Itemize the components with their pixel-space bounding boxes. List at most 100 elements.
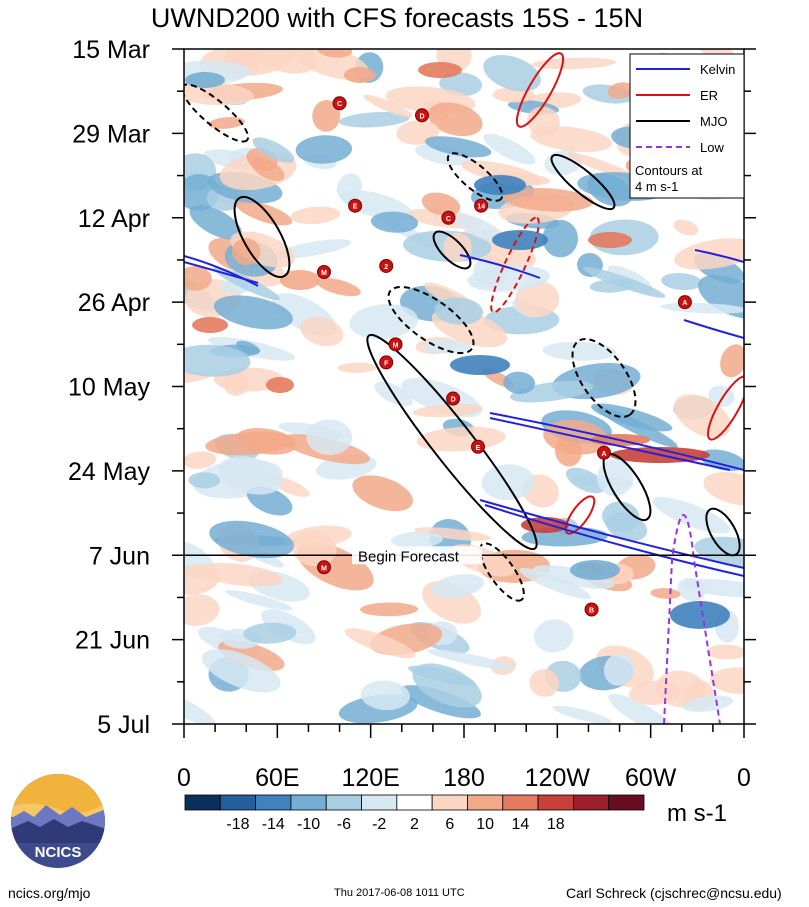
colorbar-tick-label: -2 [372,816,386,833]
anomaly-patch [218,456,283,495]
cyclone-marker: 14 [474,198,489,213]
y-tick-label: 5 Jul [97,711,150,739]
cyclone-label: A [682,300,687,307]
mjo-contour [366,333,538,551]
cyclone-label: A [601,451,606,458]
cyclone-marker: B [584,602,599,617]
legend-note: 4 m s-1 [635,179,678,194]
anomaly-core [192,317,228,333]
colorbar-swatch [361,794,398,811]
wave-contours [184,52,744,724]
forecast-label-bg [352,546,482,565]
anomaly-patch [602,501,640,533]
mjo-contour [550,153,616,211]
anomaly-patch [352,475,413,512]
anomaly-patch [529,669,560,697]
mjo-contour [184,83,250,143]
ncics-logo: NCICS [11,774,105,868]
anomaly-patch [391,531,443,549]
anomaly-patch [652,497,731,534]
anomaly-patch [306,419,353,456]
anomaly-patch [534,619,574,653]
cyclone-marker: A [597,445,611,460]
cyclone-markers: C D E 14 C M 2 A M F D E A M B [317,96,692,617]
anomaly-patch [706,644,744,660]
cyclone-label: B [589,607,594,614]
anomaly-patch [413,403,483,418]
logo-text: NCICS [35,844,82,861]
cyclone-symbol [332,96,347,111]
anomaly-patch [673,394,731,438]
anomaly-patch [184,451,217,469]
er-contour [515,52,565,128]
anomaly-patch [583,267,666,298]
anomaly-patch [427,649,516,671]
colorbar-tick-label: -6 [337,816,351,833]
cyclone-label: E [353,204,358,211]
anomaly-patch [316,277,361,297]
y-tick-label: 10 May [68,374,150,402]
cyclone-marker: E [348,198,363,213]
anomaly-patch [552,705,612,724]
anomaly-patch [300,316,344,347]
anomaly-core [570,560,620,580]
colorbar-swatch [467,794,504,811]
legend-label: MJO [700,114,727,129]
cyclone-symbol [415,108,429,123]
cyclone-symbol [584,602,599,617]
anomaly-patch [703,471,744,506]
anomaly-patch [202,649,281,693]
mjo-contour [233,196,291,278]
x-tick-label: 0 [737,764,751,792]
cyclone-marker: F [379,355,394,370]
anomaly-patch [317,49,353,58]
anomaly-patch [184,344,251,377]
anomaly-patch [533,565,615,589]
anomaly-patch [236,200,293,226]
colorbar-tick-label: 10 [476,816,494,833]
anomaly-patch [542,219,579,258]
anomaly-patch [608,693,678,724]
colorbar-swatch [184,794,221,811]
footer-url[interactable]: ncics.org/mjo [8,885,91,901]
y-tick-label: 29 Mar [72,120,150,148]
anomaly-patch [628,680,681,706]
cyclone-label: 14 [477,204,485,211]
anomaly-patch [650,588,681,599]
anomaly-patch [720,344,744,378]
anomaly-core [450,355,510,375]
anomaly-patch [519,568,591,600]
chart-title: UWND200 with CFS forecasts 15S - 15N [151,3,643,33]
anomaly-patch [184,594,220,626]
anomaly-patch [698,274,744,319]
anomaly-patch [252,137,295,163]
er-contour [490,216,540,314]
colorbar-swatch [431,794,468,811]
anomaly-core [670,601,730,629]
x-tick-label: 120W [525,764,591,792]
anomaly-patch [363,94,413,118]
cyclone-marker: A [677,295,692,310]
y-tick-label: 21 Jun [75,627,150,655]
anomaly-patch [682,695,733,713]
cyclone-symbol [597,445,611,460]
cyclone-marker: C [441,210,456,225]
cyclone-marker: C [332,96,347,111]
anomaly-patch [205,431,295,456]
anomaly-patch [427,102,483,137]
colorbar-tick-label: 14 [512,816,530,833]
y-tick-label: 12 Apr [78,205,150,233]
y-axis: 15 Mar 29 Mar 12 Apr 26 Apr 10 May 24 May 7 Ju… [68,36,756,739]
anomaly-patch [421,339,472,354]
anomaly-patch [481,464,535,501]
er-contour [707,375,744,441]
colorbar-swatch [608,794,645,811]
anomaly-patch [483,133,536,165]
anomaly-patch [425,136,492,158]
anomaly-patch [189,204,243,240]
forecast-label: Begin Forecast [358,548,460,565]
anomaly-patch [503,371,536,395]
colorbar-units: m s-1 [667,800,727,827]
kelvin-contour [184,255,259,287]
